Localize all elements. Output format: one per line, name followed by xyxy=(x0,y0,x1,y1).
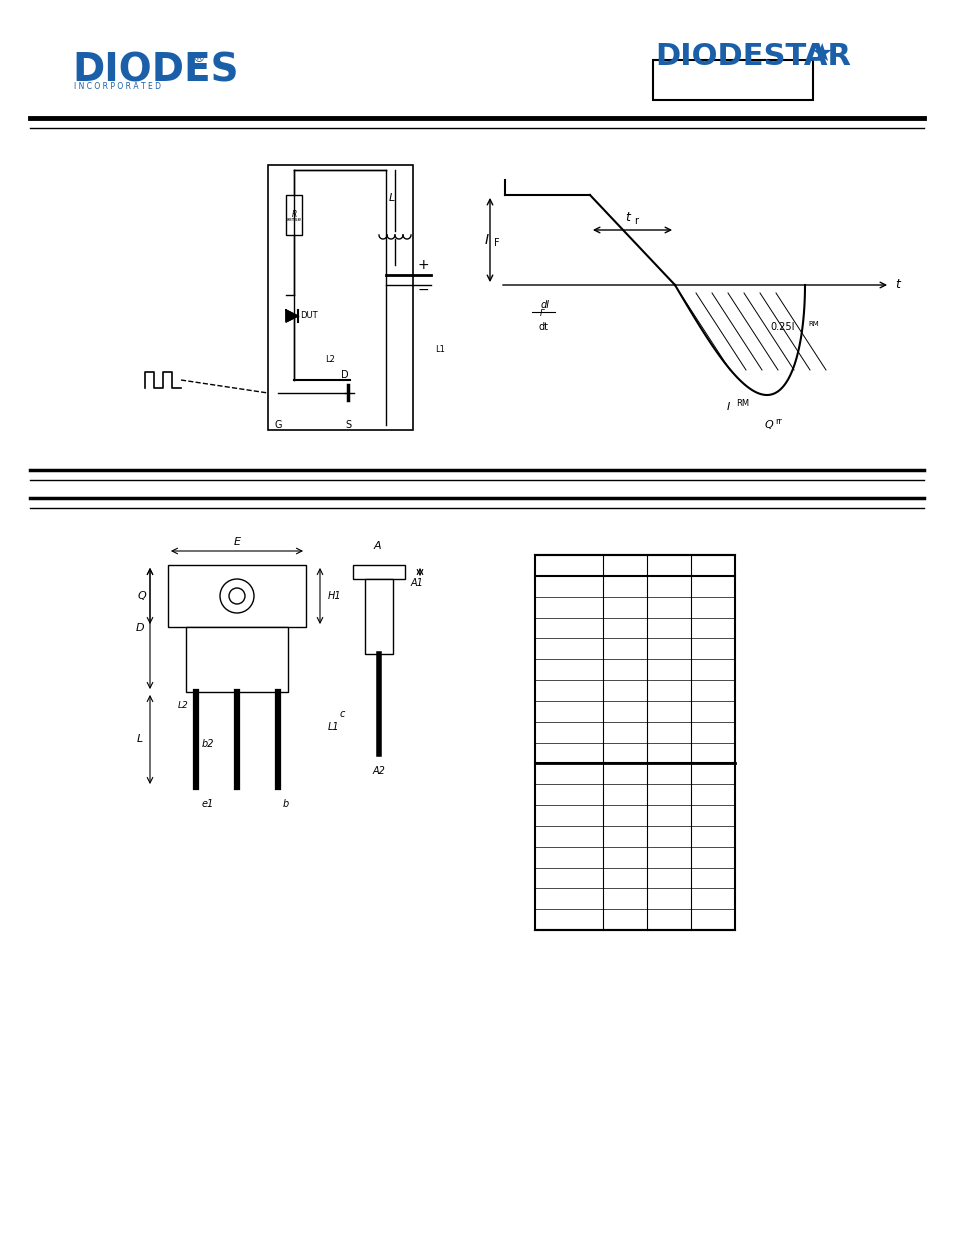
Text: DIODESTAR: DIODESTAR xyxy=(655,42,850,70)
Text: sense: sense xyxy=(286,217,302,222)
Text: ★: ★ xyxy=(809,42,832,65)
Text: F: F xyxy=(539,309,544,317)
Text: DUT: DUT xyxy=(299,311,317,321)
Text: D: D xyxy=(135,622,144,634)
Text: +: + xyxy=(417,258,429,272)
Text: G: G xyxy=(274,420,281,430)
Text: RM: RM xyxy=(807,321,818,327)
Text: L1: L1 xyxy=(435,346,444,354)
Text: R: R xyxy=(291,210,296,219)
Text: DIODES: DIODES xyxy=(71,52,238,90)
Bar xyxy=(353,564,405,579)
Text: rr: rr xyxy=(774,416,781,426)
Text: dI: dI xyxy=(539,300,549,310)
Text: I: I xyxy=(484,233,489,247)
Text: c: c xyxy=(339,709,345,719)
Text: L2: L2 xyxy=(325,356,335,364)
Circle shape xyxy=(229,588,245,604)
Text: F: F xyxy=(494,238,499,248)
Text: b: b xyxy=(283,799,289,809)
Text: S: S xyxy=(345,420,351,430)
Text: 0.25I: 0.25I xyxy=(769,322,794,332)
Text: b2: b2 xyxy=(201,739,214,748)
Text: Q: Q xyxy=(764,420,773,430)
Bar xyxy=(168,564,306,627)
Text: L: L xyxy=(136,734,143,743)
Text: t: t xyxy=(894,279,899,291)
Text: Q: Q xyxy=(137,592,146,601)
Text: e1: e1 xyxy=(202,799,213,809)
Text: L: L xyxy=(389,193,395,203)
Bar xyxy=(365,579,393,655)
Text: dt: dt xyxy=(538,322,548,332)
Polygon shape xyxy=(286,310,297,322)
Text: −: − xyxy=(417,283,429,296)
Text: E: E xyxy=(233,537,240,547)
Bar xyxy=(186,627,288,692)
Text: A: A xyxy=(373,541,380,551)
Text: D: D xyxy=(341,370,349,380)
Circle shape xyxy=(220,579,253,613)
Text: r: r xyxy=(634,216,638,226)
Text: A2: A2 xyxy=(373,766,385,776)
Text: L2: L2 xyxy=(178,701,189,710)
Text: H1: H1 xyxy=(328,592,341,601)
Bar xyxy=(268,165,413,430)
Text: ®: ® xyxy=(192,52,204,65)
Text: L1: L1 xyxy=(328,722,339,732)
Bar xyxy=(652,61,812,100)
Bar xyxy=(535,555,734,930)
Text: I: I xyxy=(726,403,729,412)
Text: t: t xyxy=(625,211,630,224)
Text: A1: A1 xyxy=(411,578,423,588)
Bar xyxy=(286,195,302,235)
Text: RM: RM xyxy=(735,399,748,408)
Text: I N C O R P O R A T E D: I N C O R P O R A T E D xyxy=(74,82,161,91)
